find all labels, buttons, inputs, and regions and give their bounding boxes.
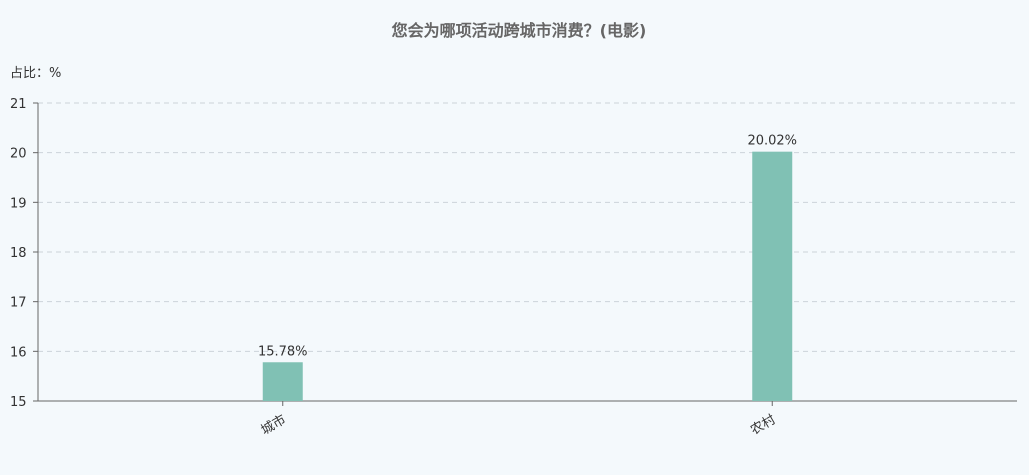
y-tick-label: 18: [10, 246, 27, 261]
y-tick-label: 16: [10, 345, 27, 360]
data-label: 20.02%: [747, 134, 797, 149]
y-tick-label: 21: [10, 97, 27, 112]
y-tick-label: 15: [10, 395, 27, 410]
bar-农村[interactable]: [752, 151, 793, 401]
x-tick-label: 农村: [748, 412, 778, 438]
bar-城市[interactable]: [262, 362, 303, 401]
data-label: 15.78%: [258, 344, 308, 359]
y-tick-label: 17: [10, 296, 27, 311]
chart-title: 您会为哪项活动跨城市消费？(电影): [392, 21, 647, 40]
y-tick-label: 20: [10, 147, 27, 162]
y-tick-label: 19: [10, 196, 27, 211]
y-axis-label: 占比：%: [10, 66, 61, 81]
x-tick-label: 城市: [258, 412, 289, 439]
